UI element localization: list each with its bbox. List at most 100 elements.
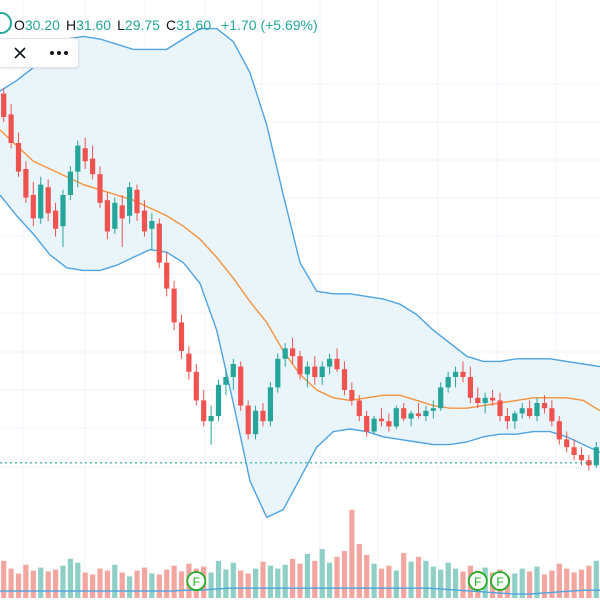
volume-bar	[341, 551, 348, 598]
candle-down	[490, 390, 496, 406]
legend-controls	[0, 38, 79, 68]
candle-down	[82, 137, 88, 169]
candle-body	[8, 114, 14, 143]
candle-body	[556, 421, 562, 440]
candle-down	[378, 408, 385, 427]
candle-body	[193, 371, 199, 401]
candle-body	[23, 169, 29, 198]
candle-body	[112, 202, 118, 229]
candle-down	[193, 364, 199, 406]
volume-bar	[460, 571, 466, 598]
candle-body	[67, 171, 73, 195]
candle-body	[60, 195, 66, 227]
volume-bar	[541, 574, 548, 598]
close-icon	[13, 47, 26, 59]
candle-up	[304, 361, 310, 388]
candle-body	[564, 439, 570, 448]
high-label: H	[65, 17, 77, 33]
open-value: 30.20	[24, 17, 60, 33]
candle-body	[475, 397, 481, 403]
financials-marker[interactable]: F	[467, 571, 488, 591]
price-change: +1.70 (+5.69%)	[221, 17, 318, 33]
volume-bar	[253, 568, 259, 598]
candle-body	[297, 356, 303, 375]
candle-down	[341, 361, 348, 396]
volume-bar	[38, 567, 44, 598]
candle-body	[75, 145, 81, 172]
more-icon	[49, 51, 68, 55]
candle-body	[334, 358, 340, 370]
candle-up	[534, 397, 540, 422]
candle-up	[438, 382, 444, 411]
candle-body	[260, 410, 266, 422]
candle-down	[586, 455, 592, 471]
close-button[interactable]	[7, 42, 33, 64]
candle-down	[164, 252, 170, 297]
candle-up	[112, 197, 118, 234]
volume-bar	[334, 556, 340, 598]
high-value: 31.60	[76, 17, 112, 33]
volume-bar	[401, 552, 407, 598]
volume-bar	[223, 569, 229, 598]
more-button[interactable]	[46, 42, 72, 64]
candle-body	[45, 187, 51, 214]
candle-body	[349, 390, 355, 401]
volume-bar	[60, 565, 66, 598]
bollinger-fill	[0, 28, 600, 518]
volume-bar	[82, 572, 88, 598]
candle-body	[90, 158, 96, 175]
candle-body	[371, 418, 377, 432]
candle-down	[104, 192, 110, 240]
candle-up	[267, 382, 273, 427]
candle-down	[245, 400, 251, 440]
candle-body	[127, 187, 133, 216]
volume-bar	[23, 564, 29, 598]
candle-up	[327, 353, 333, 375]
ohlc-open: O 30.20	[14, 17, 60, 33]
candle-body	[512, 413, 518, 422]
volume-bar	[393, 570, 399, 598]
candle-body	[453, 371, 459, 377]
financials-marker[interactable]: F	[490, 571, 510, 591]
volume-bar	[104, 570, 110, 598]
candle-down	[23, 161, 29, 203]
volume-bar	[267, 565, 273, 598]
marker-circle	[490, 571, 510, 591]
candle-down	[504, 408, 510, 429]
candle-body	[519, 408, 525, 414]
volume-bar	[134, 570, 140, 598]
volume-bar	[445, 562, 451, 598]
candle-body	[541, 403, 548, 409]
candle-up	[75, 140, 81, 188]
ohlc-high: H 31.60	[66, 17, 111, 33]
volume-bar	[297, 563, 303, 598]
candle-body	[245, 405, 251, 435]
volume-bar	[8, 568, 14, 598]
candle-up	[275, 353, 281, 393]
candle-up	[430, 400, 436, 419]
volume-bar	[349, 509, 355, 598]
candle-body	[578, 455, 585, 461]
volume-bar	[230, 562, 236, 598]
candle-down	[134, 184, 140, 221]
volume-bar	[312, 560, 318, 598]
candle-body	[378, 418, 385, 422]
candle-body	[304, 366, 310, 375]
volume-bar	[171, 565, 177, 598]
marker-label: F	[474, 575, 481, 589]
bollinger-bands	[0, 27, 600, 519]
candle-up	[149, 213, 155, 250]
candle-down	[541, 395, 548, 414]
volume-bar	[304, 553, 310, 598]
candle-up	[319, 361, 325, 385]
candle-body	[238, 366, 244, 406]
volume-bar	[327, 562, 333, 598]
candle-down	[8, 104, 14, 149]
financials-marker[interactable]: F	[186, 571, 207, 591]
candle-up	[445, 371, 451, 393]
candle-body	[215, 384, 222, 416]
volume-bar	[156, 574, 162, 598]
candle-down	[290, 338, 296, 364]
